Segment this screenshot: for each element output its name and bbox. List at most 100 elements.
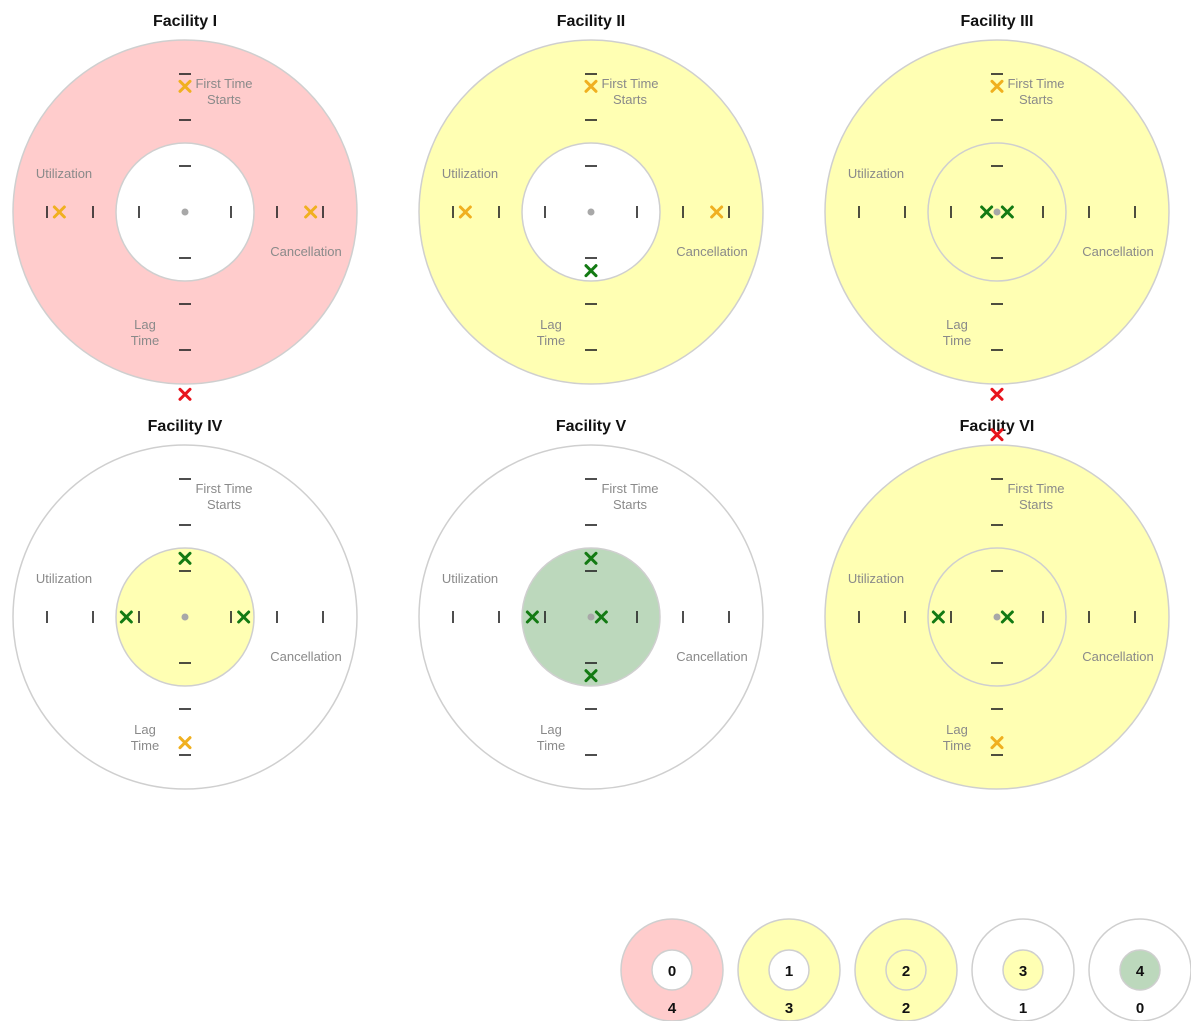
facility-title: Facility I (153, 13, 217, 30)
center-dot (181, 613, 189, 621)
label-lag-time: Time (943, 333, 971, 348)
x-mark-stroke (1000, 610, 1014, 624)
center-dot (587, 208, 595, 216)
label-utilization: Utilization (36, 166, 92, 181)
label-first-time-starts: First Time (195, 481, 252, 496)
label-lag-time: Lag (540, 317, 562, 332)
label-cancellation: Cancellation (676, 244, 748, 259)
x-mark-stroke (52, 205, 66, 219)
x-mark-stroke (584, 79, 598, 93)
facility-title: Facility II (557, 13, 625, 30)
label-utilization: Utilization (442, 571, 498, 586)
label-lag-time: Time (131, 333, 159, 348)
x-mark-stroke (178, 79, 192, 93)
center-dot (993, 208, 1001, 216)
x-mark (990, 428, 1004, 442)
legend-inner-ring (885, 949, 927, 991)
legend-item: 22 (854, 918, 958, 1021)
x-mark (584, 79, 598, 93)
x-mark (584, 669, 598, 683)
label-first-time-starts: Starts (207, 497, 241, 512)
x-mark (178, 79, 192, 93)
label-utilization: Utilization (36, 571, 92, 586)
legend-inner-ring (768, 949, 810, 991)
legend-item: 13 (737, 918, 841, 1021)
facility-title: Facility V (556, 418, 627, 435)
center-dot (993, 613, 1001, 621)
x-mark-stroke (594, 610, 608, 624)
x-mark-stroke (304, 205, 318, 219)
legend-outer-count: 0 (1136, 1000, 1144, 1017)
legend-inner-count: 4 (1136, 963, 1145, 980)
label-lag-time: Lag (134, 317, 156, 332)
label-lag-time: Time (537, 738, 565, 753)
facility-title: Facility VI (960, 418, 1035, 435)
x-mark (178, 551, 192, 565)
legend-inner-count: 1 (785, 963, 793, 980)
label-cancellation: Cancellation (1082, 649, 1154, 664)
x-mark-stroke (178, 736, 192, 750)
legend-outer-count: 2 (902, 1000, 910, 1017)
x-mark-stroke (584, 264, 598, 278)
x-mark (931, 610, 945, 624)
x-mark (990, 79, 1004, 93)
label-utilization: Utilization (848, 571, 904, 586)
x-mark (304, 205, 318, 219)
legend-item: 31 (971, 918, 1075, 1021)
x-mark-stroke (178, 387, 192, 401)
label-first-time-starts: Starts (1019, 92, 1053, 107)
x-mark (980, 205, 994, 219)
x-mark-stroke (980, 205, 994, 219)
legend-inner-count: 3 (1019, 963, 1027, 980)
x-mark (584, 551, 598, 565)
legend-outer-count: 1 (1019, 1000, 1027, 1017)
legend-inner-ring (1002, 949, 1044, 991)
label-first-time-starts: First Time (195, 76, 252, 91)
legend-outer-count: 3 (785, 1000, 793, 1017)
label-lag-time: Lag (134, 722, 156, 737)
label-first-time-starts: Starts (207, 92, 241, 107)
x-mark-stroke (931, 610, 945, 624)
x-mark-stroke (990, 428, 1004, 442)
label-cancellation: Cancellation (1082, 244, 1154, 259)
x-mark-stroke (990, 79, 1004, 93)
label-lag-time: Lag (946, 317, 968, 332)
label-lag-time: Lag (540, 722, 562, 737)
legend-inner-ring (651, 949, 693, 991)
center-dot (181, 208, 189, 216)
label-first-time-starts: First Time (601, 481, 658, 496)
x-mark (237, 610, 251, 624)
x-mark (52, 205, 66, 219)
x-mark (525, 610, 539, 624)
label-lag-time: Lag (946, 722, 968, 737)
label-first-time-starts: Starts (1019, 497, 1053, 512)
label-cancellation: Cancellation (676, 649, 748, 664)
legend-inner-count: 2 (902, 963, 910, 980)
label-utilization: Utilization (442, 166, 498, 181)
legend-item: 40 (1088, 918, 1191, 1021)
x-mark-stroke (119, 610, 133, 624)
label-lag-time: Time (537, 333, 565, 348)
x-mark (1000, 610, 1014, 624)
x-mark (178, 387, 192, 401)
x-mark-stroke (584, 669, 598, 683)
facility-title: Facility III (961, 13, 1034, 30)
x-mark (458, 205, 472, 219)
x-mark-stroke (525, 610, 539, 624)
x-mark-stroke (990, 736, 1004, 750)
label-cancellation: Cancellation (270, 649, 342, 664)
facility-title: Facility IV (148, 418, 223, 435)
label-first-time-starts: First Time (1007, 76, 1064, 91)
label-first-time-starts: First Time (601, 76, 658, 91)
x-mark (990, 736, 1004, 750)
x-mark-stroke (178, 551, 192, 565)
x-mark (1000, 205, 1014, 219)
label-cancellation: Cancellation (270, 244, 342, 259)
x-mark-stroke (710, 205, 724, 219)
